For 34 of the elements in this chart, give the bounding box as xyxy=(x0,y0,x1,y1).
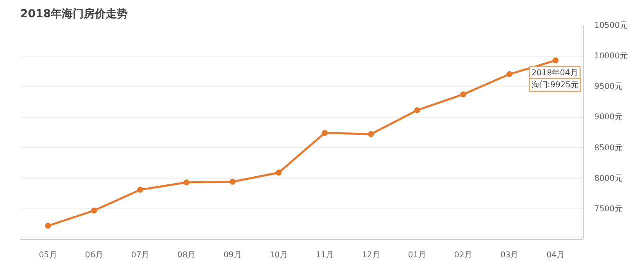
point xyxy=(460,92,467,98)
x-tick-label: 02月 xyxy=(454,250,473,260)
x-tick-label: 12月 xyxy=(362,250,380,260)
x-tick-label: 09月 xyxy=(224,250,242,260)
x-tick-label: 11月 xyxy=(316,250,334,260)
point xyxy=(230,179,236,186)
x-tick-label: 06月 xyxy=(85,250,104,260)
y-tick-label: 8500元 xyxy=(594,143,623,152)
point xyxy=(506,71,513,78)
point xyxy=(552,58,559,64)
x-tick-label: 07月 xyxy=(131,250,150,260)
y-tick-label: 10500元 xyxy=(594,21,628,30)
point xyxy=(184,180,190,186)
x-tick-label: 04月 xyxy=(546,250,565,260)
y-tick-label: 9500元 xyxy=(594,82,623,92)
x-tick-label: 05月 xyxy=(39,250,58,260)
annotation: 海门:9925元 xyxy=(532,80,579,90)
point xyxy=(91,208,98,214)
point xyxy=(137,186,144,193)
point xyxy=(322,130,328,136)
x-tick-label: 03月 xyxy=(500,250,519,260)
y-tick-label: 9000元 xyxy=(594,112,623,122)
x-tick-label: 01月 xyxy=(408,250,426,260)
point xyxy=(45,223,52,230)
y-tick-label: 8000元 xyxy=(594,174,623,183)
point xyxy=(414,107,420,114)
y-tick-label: 10000元 xyxy=(594,52,628,61)
point xyxy=(368,131,374,138)
x-tick-label: 08月 xyxy=(178,250,196,260)
point xyxy=(276,170,282,176)
y-tick-label: 7500元 xyxy=(594,204,623,214)
x-tick-label: 10月 xyxy=(270,250,288,260)
annotation: 2018年04月 xyxy=(532,68,578,78)
chart-title: 2018年海门房价走势 xyxy=(20,8,128,20)
